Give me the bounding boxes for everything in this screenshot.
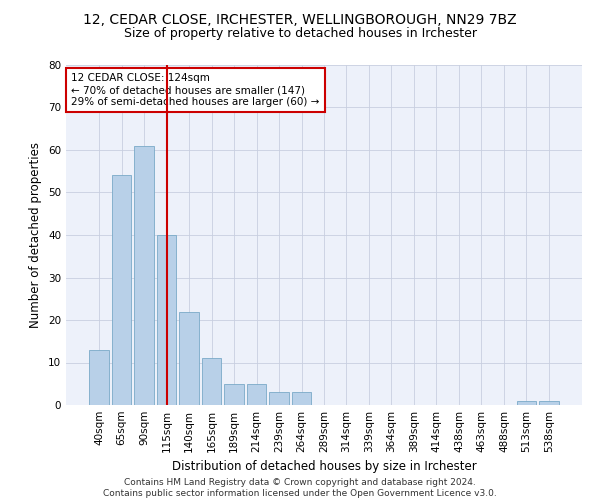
Bar (539, 401, 559, 405)
Bar (517, 401, 536, 405)
Bar (247, 384, 266, 405)
Bar (269, 392, 289, 405)
Bar (112, 176, 131, 405)
Text: 12, CEDAR CLOSE, IRCHESTER, WELLINGBOROUGH, NN29 7BZ: 12, CEDAR CLOSE, IRCHESTER, WELLINGBOROU… (83, 12, 517, 26)
X-axis label: Distribution of detached houses by size in Irchester: Distribution of detached houses by size … (172, 460, 476, 473)
Y-axis label: Number of detached properties: Number of detached properties (29, 142, 43, 328)
Bar (134, 146, 154, 405)
Bar (292, 392, 311, 405)
Bar (224, 384, 244, 405)
Bar (89, 350, 109, 405)
Bar (202, 358, 221, 405)
Text: Contains HM Land Registry data © Crown copyright and database right 2024.
Contai: Contains HM Land Registry data © Crown c… (103, 478, 497, 498)
Text: Size of property relative to detached houses in Irchester: Size of property relative to detached ho… (124, 28, 476, 40)
Bar (179, 312, 199, 405)
Bar (157, 235, 176, 405)
Text: 12 CEDAR CLOSE: 124sqm
← 70% of detached houses are smaller (147)
29% of semi-de: 12 CEDAR CLOSE: 124sqm ← 70% of detached… (71, 74, 320, 106)
